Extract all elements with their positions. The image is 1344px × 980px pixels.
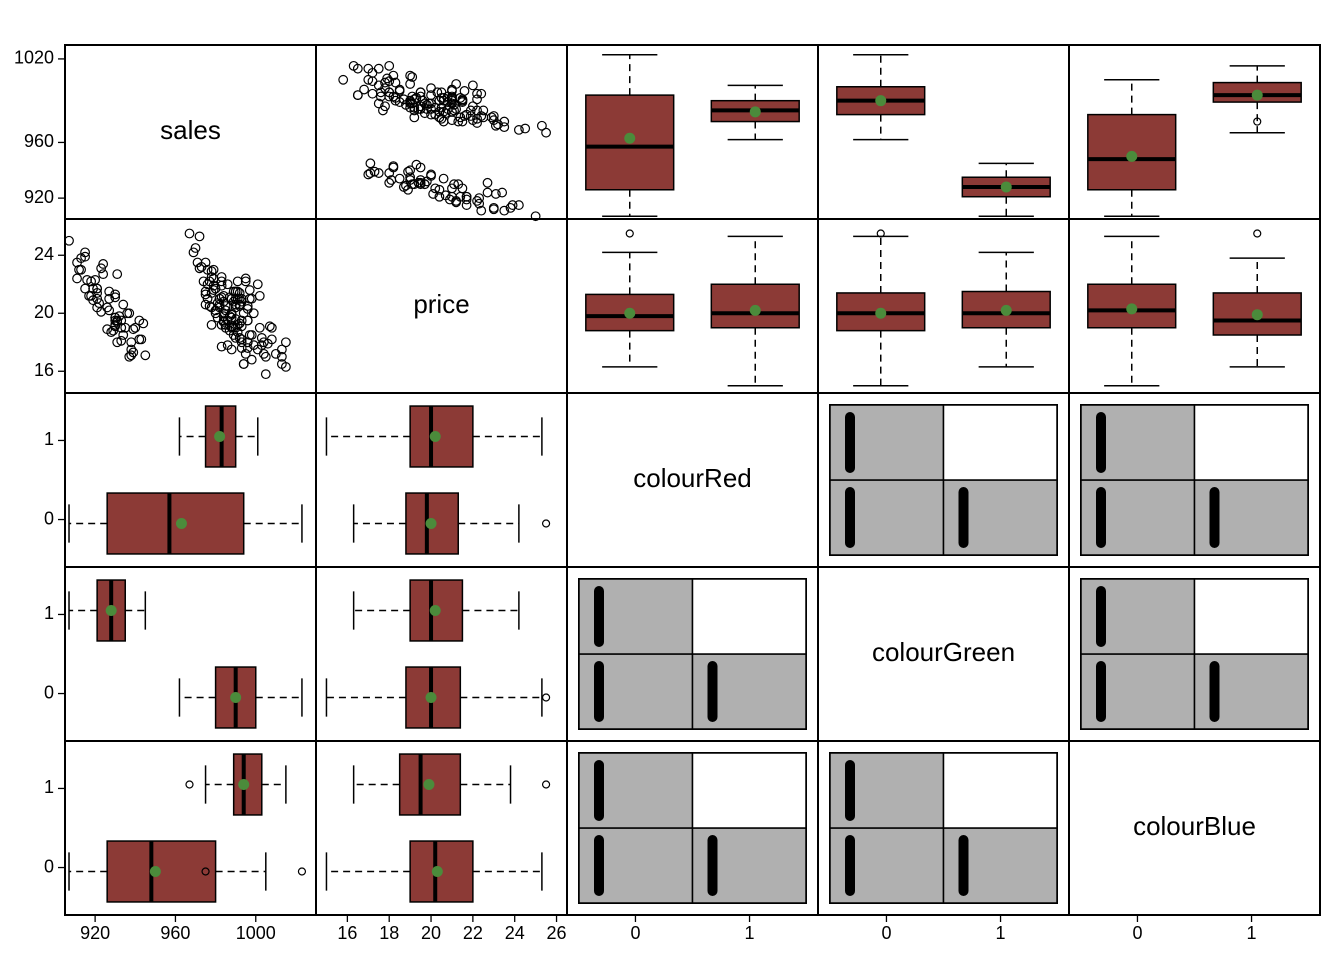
- cell-2-0: [69, 406, 302, 554]
- cell-4-3: [830, 753, 1057, 903]
- svg-text:1: 1: [44, 429, 54, 449]
- cell-3-0: [69, 580, 302, 728]
- svg-text:20: 20: [421, 923, 441, 943]
- cell-4-1: [326, 754, 549, 902]
- svg-text:1: 1: [1247, 923, 1257, 943]
- cell-1-1: price: [413, 289, 469, 319]
- cell-0-1: [339, 62, 550, 221]
- cell-4-4: colourBlue: [1133, 811, 1256, 841]
- cell-1-2: [586, 230, 799, 386]
- cell-0-4: [1088, 66, 1301, 216]
- svg-text:0: 0: [630, 923, 640, 943]
- cell-1-4: [1088, 230, 1301, 386]
- cell-2-2: colourRed: [633, 463, 752, 493]
- svg-text:0: 0: [1132, 923, 1142, 943]
- svg-text:1: 1: [44, 603, 54, 623]
- svg-text:1: 1: [44, 777, 54, 797]
- cell-1-0: [65, 229, 290, 378]
- diag-label-sales: sales: [160, 115, 221, 145]
- cell-4-2: [579, 753, 806, 903]
- svg-text:20: 20: [34, 302, 54, 322]
- svg-text:24: 24: [505, 923, 525, 943]
- svg-text:0: 0: [44, 682, 54, 702]
- svg-text:26: 26: [547, 923, 567, 943]
- svg-text:18: 18: [379, 923, 399, 943]
- cell-3-4: [1081, 579, 1308, 729]
- cell-2-3: [830, 405, 1057, 555]
- svg-text:1: 1: [996, 923, 1006, 943]
- cell-0-3: [837, 55, 1050, 216]
- diag-label-colourBlue: colourBlue: [1133, 811, 1256, 841]
- svg-text:960: 960: [24, 131, 54, 151]
- diag-label-colourRed: colourRed: [633, 463, 752, 493]
- cell-3-2: [579, 579, 806, 729]
- svg-text:16: 16: [34, 360, 54, 380]
- svg-text:16: 16: [337, 923, 357, 943]
- svg-text:0: 0: [44, 856, 54, 876]
- cell-0-0: sales: [160, 115, 221, 145]
- svg-text:1: 1: [745, 923, 755, 943]
- cell-1-3: [837, 230, 1050, 386]
- cell-3-3: colourGreen: [872, 637, 1015, 667]
- svg-text:0: 0: [881, 923, 891, 943]
- cell-2-4: [1081, 405, 1308, 555]
- diag-label-colourGreen: colourGreen: [872, 637, 1015, 667]
- svg-text:920: 920: [24, 187, 54, 207]
- cell-4-0: [69, 754, 305, 902]
- svg-text:0: 0: [44, 508, 54, 528]
- svg-text:1020: 1020: [14, 48, 54, 68]
- svg-text:1000: 1000: [236, 923, 276, 943]
- cell-3-1: [326, 580, 549, 728]
- pairs-matrix-plot: sales price colourRed colourGreen colourBlue…: [10, 10, 1344, 970]
- cell-2-1: [326, 406, 549, 554]
- svg-text:960: 960: [160, 923, 190, 943]
- svg-text:24: 24: [34, 244, 54, 264]
- svg-text:22: 22: [463, 923, 483, 943]
- cell-0-2: [586, 55, 799, 216]
- diag-label-price: price: [413, 289, 469, 319]
- svg-text:920: 920: [80, 923, 110, 943]
